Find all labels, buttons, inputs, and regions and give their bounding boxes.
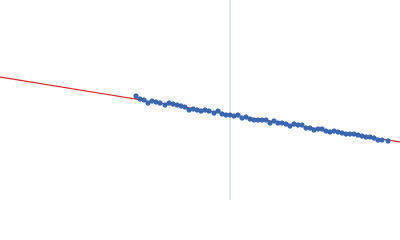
data-point [141, 97, 147, 103]
data-point [355, 132, 361, 138]
data-point [170, 101, 176, 107]
data-point [259, 117, 265, 123]
data-point [315, 126, 321, 132]
data-point [359, 133, 365, 139]
data-point [347, 131, 353, 137]
data-point [311, 127, 317, 133]
data-point [149, 98, 155, 104]
data-point [251, 117, 257, 123]
data-point [206, 108, 212, 114]
data-point [343, 131, 349, 137]
data-point [371, 135, 377, 141]
data-point [211, 110, 217, 116]
data-point [219, 111, 225, 117]
data-point [186, 107, 192, 113]
data-point [198, 108, 204, 114]
data-point [145, 100, 151, 106]
data-point [235, 112, 241, 118]
data-point [267, 120, 273, 126]
data-point [279, 120, 285, 126]
data-point [271, 118, 277, 124]
data-point [335, 129, 341, 135]
data-point [323, 128, 329, 134]
data-point [351, 131, 357, 137]
data-point [291, 121, 297, 127]
data-point [223, 112, 229, 118]
data-point [247, 116, 253, 122]
data-point [255, 117, 261, 123]
data-point [190, 106, 196, 112]
data-point [379, 137, 385, 143]
data-point [227, 112, 233, 118]
data-point [331, 128, 337, 134]
data-point [137, 96, 143, 102]
data-point [339, 130, 345, 136]
data-point [385, 138, 391, 144]
data-point [243, 114, 249, 120]
data-point [275, 120, 281, 126]
data-point [133, 93, 139, 99]
data-point [157, 100, 163, 106]
data-point [283, 121, 289, 127]
data-point [263, 117, 269, 123]
data-point [299, 122, 305, 128]
data-point [375, 137, 381, 143]
data-point [303, 125, 309, 131]
data-point [166, 100, 172, 106]
data-point [367, 134, 373, 140]
data-point [295, 122, 301, 128]
data-point [307, 125, 313, 131]
data-point [162, 102, 168, 108]
data-point [215, 108, 221, 114]
data-point [287, 123, 293, 129]
data-point [182, 104, 188, 110]
data-point [319, 126, 325, 132]
data-point [194, 107, 200, 113]
data-point [327, 129, 333, 135]
data-point [153, 99, 159, 105]
data-point [231, 113, 237, 119]
data-point [174, 102, 180, 108]
data-point [239, 115, 245, 121]
data-point [178, 103, 184, 109]
data-point [202, 107, 208, 113]
data-point [363, 134, 369, 140]
chart [0, 0, 400, 200]
